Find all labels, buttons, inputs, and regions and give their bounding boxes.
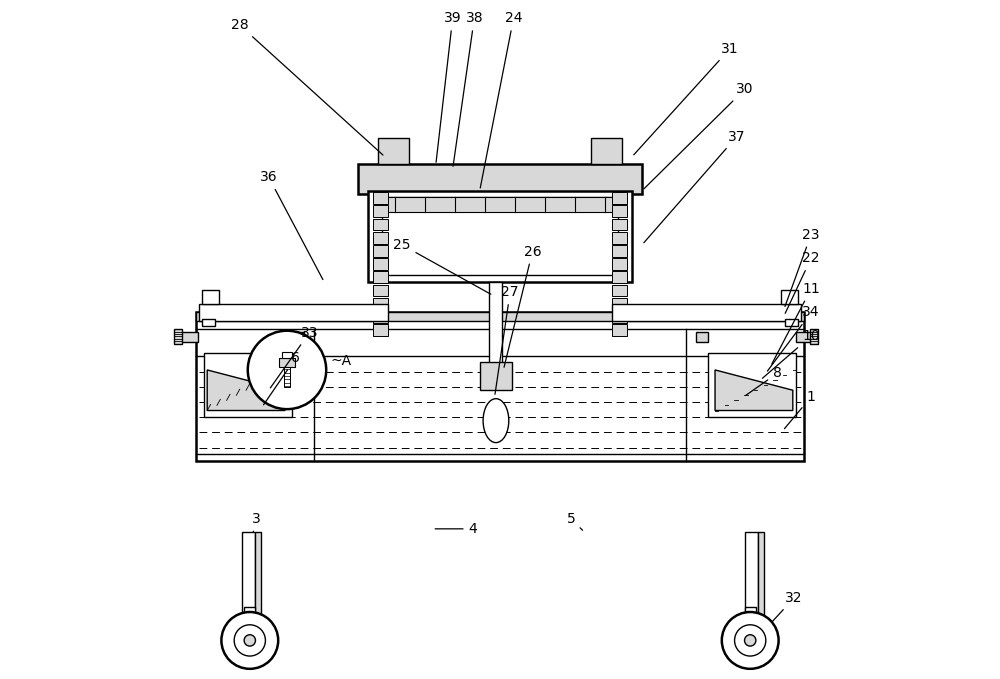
Circle shape — [248, 331, 326, 409]
Bar — [202, 290, 219, 304]
Bar — [382, 198, 618, 213]
Polygon shape — [207, 370, 285, 411]
Bar — [199, 304, 388, 320]
Bar — [612, 298, 627, 310]
Text: 8: 8 — [746, 366, 782, 395]
Bar — [373, 311, 388, 323]
Text: 24: 24 — [480, 12, 522, 188]
Text: 22: 22 — [785, 251, 820, 313]
Bar — [373, 245, 388, 257]
Bar — [358, 164, 642, 194]
Bar — [810, 329, 818, 344]
Bar — [612, 205, 627, 217]
Bar — [373, 219, 388, 230]
Bar — [796, 332, 813, 342]
Bar — [373, 272, 388, 283]
Bar — [382, 198, 618, 275]
Bar — [612, 232, 627, 244]
Bar — [368, 191, 632, 282]
Text: 31: 31 — [634, 41, 739, 155]
Text: 34: 34 — [767, 306, 820, 371]
Bar — [373, 325, 388, 336]
Bar — [292, 332, 304, 342]
Bar — [745, 606, 756, 623]
Bar — [612, 245, 627, 257]
Text: 27: 27 — [495, 285, 519, 394]
Bar — [612, 272, 627, 283]
Bar — [378, 138, 409, 164]
Text: 26: 26 — [504, 244, 541, 367]
Text: 39: 39 — [436, 12, 461, 162]
Bar — [373, 192, 388, 204]
Bar — [244, 606, 255, 623]
Text: 37: 37 — [644, 130, 745, 242]
Circle shape — [234, 625, 265, 656]
Bar — [612, 285, 627, 297]
Bar — [591, 138, 622, 164]
Text: 36: 36 — [260, 170, 323, 280]
Circle shape — [745, 635, 756, 646]
Bar — [758, 532, 764, 623]
Text: 6: 6 — [264, 351, 300, 405]
Bar — [373, 285, 388, 297]
Bar — [373, 298, 388, 310]
Text: 11: 11 — [772, 282, 820, 364]
Bar — [489, 282, 502, 363]
Bar — [202, 319, 215, 326]
Bar — [612, 325, 627, 336]
Text: 30: 30 — [644, 82, 754, 189]
Bar — [181, 332, 198, 342]
Text: 1: 1 — [784, 390, 815, 428]
Text: 4: 4 — [435, 522, 477, 536]
Bar — [696, 332, 708, 342]
Bar — [612, 304, 801, 320]
Bar — [279, 359, 295, 367]
Text: 32: 32 — [772, 591, 803, 621]
Bar — [373, 258, 388, 270]
Bar — [255, 532, 261, 623]
Bar — [204, 353, 292, 418]
Bar — [708, 353, 796, 418]
Text: 38: 38 — [453, 12, 483, 166]
Bar — [284, 363, 290, 387]
Circle shape — [735, 625, 766, 656]
Bar — [612, 258, 627, 270]
Text: 3: 3 — [252, 512, 261, 532]
Bar — [480, 362, 512, 390]
Text: 10: 10 — [762, 329, 820, 378]
Circle shape — [722, 612, 779, 669]
Text: 5: 5 — [567, 512, 583, 530]
Text: 33: 33 — [270, 326, 318, 388]
Bar — [373, 205, 388, 217]
Bar — [612, 311, 627, 323]
Text: 28: 28 — [231, 18, 383, 155]
Bar — [373, 232, 388, 244]
Polygon shape — [715, 370, 793, 411]
Bar — [745, 532, 758, 623]
Circle shape — [244, 635, 255, 646]
Bar — [282, 352, 292, 359]
Bar — [196, 312, 804, 320]
Bar — [785, 319, 798, 326]
Bar — [612, 192, 627, 204]
Circle shape — [221, 612, 278, 669]
Bar — [612, 219, 627, 230]
Bar — [196, 312, 804, 461]
Bar — [781, 290, 798, 304]
Text: 25: 25 — [393, 238, 491, 294]
Text: ~A: ~A — [331, 354, 352, 368]
Bar — [174, 329, 182, 344]
Text: 23: 23 — [785, 227, 820, 306]
Ellipse shape — [483, 399, 509, 443]
Bar — [242, 532, 255, 623]
